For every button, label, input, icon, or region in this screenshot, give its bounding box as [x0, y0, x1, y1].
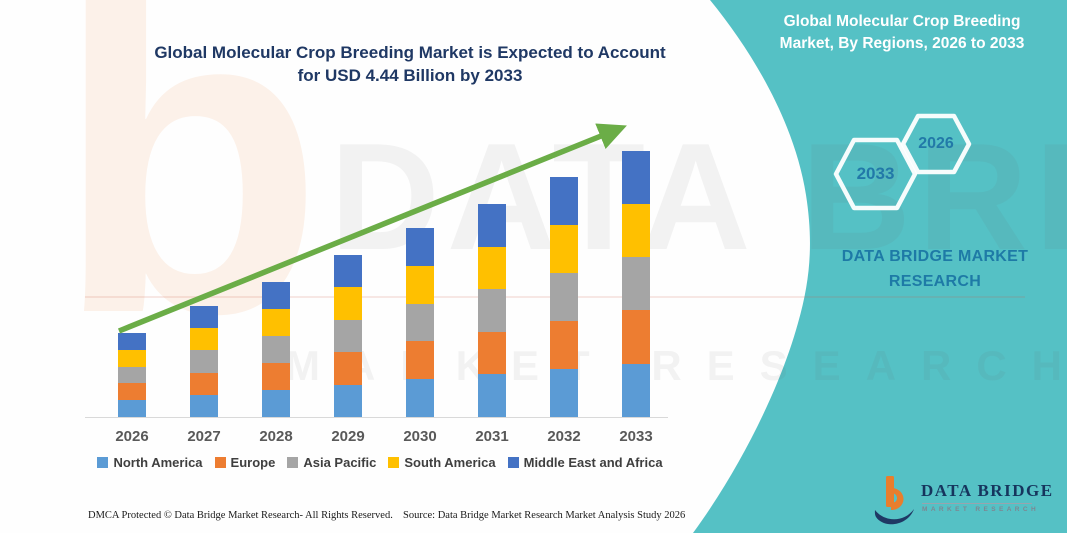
bar-segment-2026-europe[interactable]	[118, 383, 146, 401]
bar-segment-2031-asia-pacific[interactable]	[478, 289, 506, 332]
chart-title: Global Molecular Crop Breeding Market is…	[125, 42, 695, 88]
bar-segment-2032-europe[interactable]	[550, 321, 578, 369]
bar-2029[interactable]	[334, 255, 362, 417]
legend-label-south-america: South America	[404, 455, 496, 470]
bar-segment-2029-south-america[interactable]	[334, 287, 362, 320]
legend-item-europe[interactable]: Europe	[214, 455, 276, 470]
bar-segment-2033-north-america[interactable]	[622, 363, 650, 417]
bar-segment-2027-middle-east-and-africa[interactable]	[190, 306, 218, 329]
bar-segment-2028-middle-east-and-africa[interactable]	[262, 282, 290, 309]
hexagon-2033: 2033	[833, 137, 918, 211]
x-axis-label-2028: 2028	[259, 428, 293, 445]
right-panel-title-line2: Market, By Regions, 2026 to 2033	[779, 35, 1025, 53]
bar-2030[interactable]	[406, 228, 434, 417]
hexagon-outline-icon	[900, 113, 972, 175]
legend-item-middle-east-and-africa[interactable]: Middle East and Africa	[507, 455, 663, 470]
legend-label-europe: Europe	[230, 455, 276, 470]
bar-segment-2032-north-america[interactable]	[550, 369, 578, 417]
legend-item-north-america[interactable]: North America	[97, 455, 203, 470]
bar-segment-2029-europe[interactable]	[334, 352, 362, 385]
bar-segment-2033-south-america[interactable]	[622, 203, 650, 258]
bar-segment-2032-asia-pacific[interactable]	[550, 273, 578, 321]
brand-text: DATA BRIDGE MARKET RESEARCH	[841, 248, 1029, 290]
bar-segment-2028-south-america[interactable]	[262, 309, 290, 336]
logo-rule	[922, 503, 1032, 504]
bar-segment-2031-north-america[interactable]	[478, 374, 506, 417]
bar-segment-2027-europe[interactable]	[190, 372, 218, 395]
bar-segment-2026-middle-east-and-africa[interactable]	[118, 333, 146, 350]
bar-segment-2027-asia-pacific[interactable]	[190, 350, 218, 373]
legend-label-asia-pacific: Asia Pacific	[303, 455, 377, 470]
x-axis-label-2033: 2033	[619, 428, 653, 445]
legend-swatch-asia-pacific	[287, 457, 299, 468]
bar-2027[interactable]	[190, 306, 218, 417]
bar-segment-2026-north-america[interactable]	[118, 400, 146, 417]
bar-2031[interactable]	[478, 204, 506, 417]
hexagon-2026: 2026	[900, 113, 972, 175]
bar-segment-2026-south-america[interactable]	[118, 349, 146, 367]
x-axis-label-2030: 2030	[403, 428, 437, 445]
bar-segment-2028-asia-pacific[interactable]	[262, 336, 290, 363]
chart-legend: North America Europe Asia Pacific South Ame…	[85, 455, 675, 470]
legend-swatch-north-america	[97, 457, 109, 468]
bar-segment-2031-europe[interactable]	[478, 331, 506, 375]
legend-item-asia-pacific[interactable]: Asia Pacific	[287, 455, 376, 470]
bar-segment-2026-asia-pacific[interactable]	[118, 366, 146, 384]
bar-segment-2030-south-america[interactable]	[406, 265, 434, 304]
right-panel-title-line1: Global Molecular Crop Breeding	[783, 13, 1021, 30]
footer-source-text: Source: Data Bridge Market Research Mark…	[403, 510, 686, 521]
x-axis-line	[85, 417, 668, 418]
x-axis-label-2031: 2031	[475, 428, 509, 445]
hexagon-outline-icon	[833, 137, 918, 211]
x-axis-label-2026: 2026	[115, 428, 149, 445]
x-axis-label-2032: 2032	[547, 428, 581, 445]
logo-subtitle: MARKET RESEARCH	[922, 506, 1040, 513]
bar-segment-2027-south-america[interactable]	[190, 328, 218, 351]
footer-dmca-text: DMCA Protected © Data Bridge Market Rese…	[88, 510, 393, 521]
bar-segment-2028-europe[interactable]	[262, 363, 290, 390]
bar-segment-2032-south-america[interactable]	[550, 225, 578, 273]
bar-segment-2030-middle-east-and-africa[interactable]	[406, 228, 434, 266]
bar-segment-2029-north-america[interactable]	[334, 384, 362, 417]
bar-segment-2033-europe[interactable]	[622, 310, 650, 364]
bar-segment-2031-middle-east-and-africa[interactable]	[478, 204, 506, 247]
bar-2032[interactable]	[550, 177, 578, 417]
hexagon-2033-label: 2033	[856, 164, 895, 183]
bar-segment-2033-middle-east-and-africa[interactable]	[622, 150, 650, 204]
bar-segment-2030-asia-pacific[interactable]	[406, 303, 434, 342]
legend-label-north-america: North America	[113, 455, 203, 470]
legend-item-south-america[interactable]: South America	[388, 455, 496, 470]
bar-segment-2030-north-america[interactable]	[406, 379, 434, 417]
data-bridge-logo-icon	[874, 476, 914, 525]
x-axis-label-2029: 2029	[331, 428, 365, 445]
legend-label-middle-east-and-africa: Middle East and Africa	[523, 455, 663, 470]
bar-segment-2029-asia-pacific[interactable]	[334, 319, 362, 353]
chart-title-line2: for USD 4.44 Billion by 2033	[297, 65, 523, 85]
legend-swatch-europe	[214, 457, 226, 468]
bar-2028[interactable]	[262, 282, 290, 417]
chart-title-line1: Global Molecular Crop Breeding Market is…	[154, 43, 666, 62]
bar-2033[interactable]	[622, 150, 650, 417]
bar-segment-2031-south-america[interactable]	[478, 246, 506, 290]
bar-segment-2030-europe[interactable]	[406, 341, 434, 380]
legend-swatch-middle-east-and-africa	[507, 457, 519, 468]
legend-swatch-south-america	[388, 457, 400, 468]
x-axis-label-2027: 2027	[187, 428, 221, 445]
bar-segment-2033-asia-pacific[interactable]	[622, 257, 650, 311]
bar-2026[interactable]	[118, 333, 146, 417]
right-panel-title: Global Molecular Crop Breeding Market, B…	[772, 11, 1032, 56]
hexagon-2026-label: 2026	[918, 135, 954, 152]
bar-segment-2028-north-america[interactable]	[262, 390, 290, 417]
bar-segment-2027-north-america[interactable]	[190, 394, 218, 417]
bar-segment-2032-middle-east-and-africa[interactable]	[550, 177, 578, 225]
bar-segment-2029-middle-east-and-africa[interactable]	[334, 255, 362, 288]
logo-name: DATA BRIDGE	[921, 481, 1054, 500]
